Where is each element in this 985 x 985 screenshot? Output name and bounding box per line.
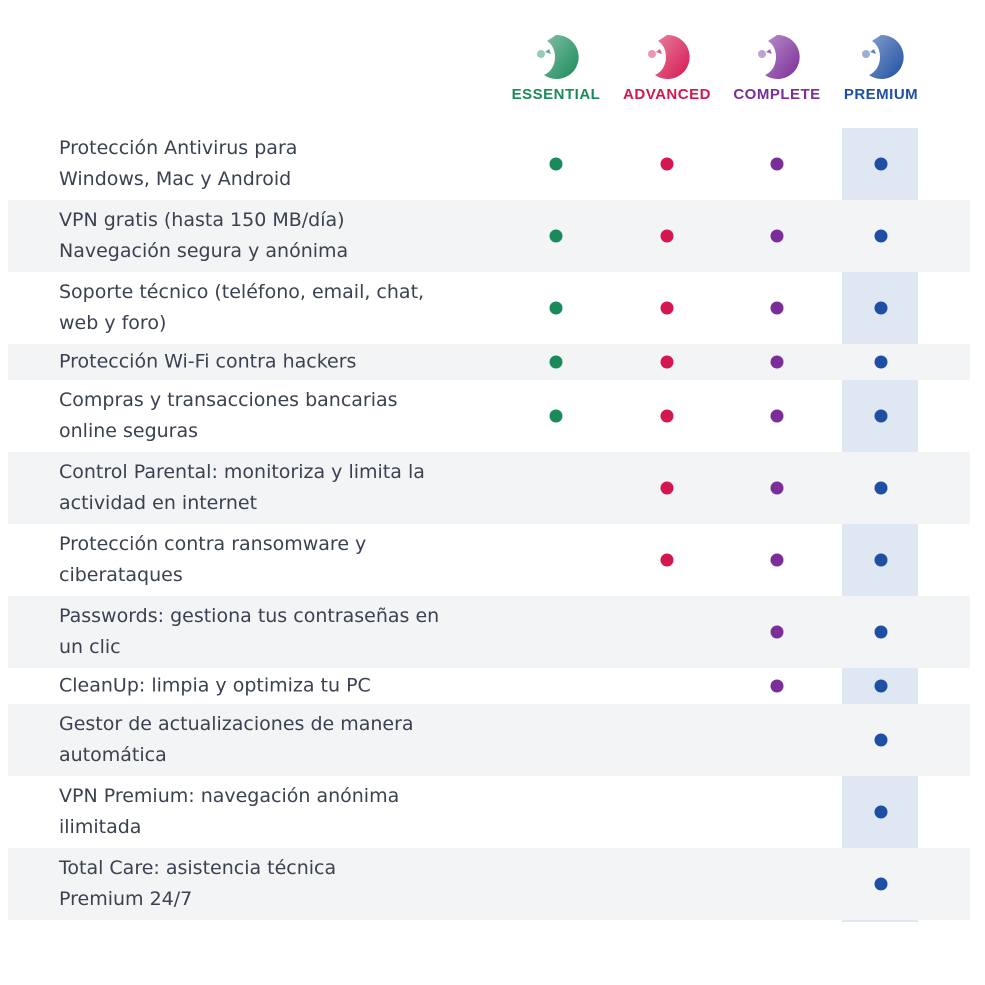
complete-included-dot — [770, 229, 784, 243]
plan-name: PREMIUM — [843, 86, 919, 103]
complete-included-dot — [770, 679, 784, 693]
feature-row: Protección contra ransomware y ciberataqu… — [8, 524, 970, 596]
feature-label-line: Total Care: asistencia técnica — [59, 857, 337, 879]
complete-logo-icon — [752, 32, 802, 82]
feature-label-line: Control Parental: monitoriza y limita la — [59, 461, 425, 483]
premium-included-dot — [874, 481, 888, 495]
premium-included-dot — [874, 409, 888, 423]
feature-row: Passwords: gestiona tus contraseñas en un… — [8, 596, 970, 668]
plan-complete: COMPLETE — [717, 28, 837, 103]
feature-label: VPN gratis (hasta 150 MB/día) Navegación … — [59, 205, 459, 267]
feature-label-line: online seguras — [59, 420, 199, 442]
feature-row: Gestor de actualizaciones de manera autom… — [8, 704, 970, 776]
essential-logo-icon — [531, 32, 581, 82]
feature-label-line: Protección Wi-Fi contra hackers — [59, 350, 357, 373]
complete-included-dot — [770, 157, 784, 171]
feature-label-line: VPN Premium: navegación anónima — [59, 785, 400, 807]
feature-comparison-table: Protección Antivirus para Windows, Mac y … — [8, 128, 970, 920]
feature-label-line: Protección Antivirus para — [59, 137, 298, 159]
feature-label-line: Navegación segura y anónima — [59, 240, 349, 262]
feature-label-line: Compras y transacciones bancarias — [59, 389, 398, 411]
feature-row: VPN gratis (hasta 150 MB/día) Navegación … — [8, 200, 970, 272]
feature-label-line: Windows, Mac y Android — [59, 168, 292, 190]
feature-row: Protección Antivirus para Windows, Mac y … — [8, 128, 970, 200]
feature-label-line: un clic — [59, 636, 121, 658]
essential-included-dot — [549, 229, 563, 243]
plan-advanced: ADVANCED — [607, 28, 727, 103]
feature-label-line: actividad en internet — [59, 492, 258, 514]
advanced-logo-icon — [642, 32, 692, 82]
premium-included-dot — [874, 157, 888, 171]
complete-included-dot — [770, 355, 784, 369]
premium-logo-icon — [856, 32, 906, 82]
essential-included-dot — [549, 157, 563, 171]
feature-label-line: ilimitada — [59, 816, 142, 838]
feature-label: Protección Wi-Fi contra hackers — [59, 347, 459, 378]
feature-label: CleanUp: limpia y optimiza tu PC — [59, 671, 459, 702]
premium-included-dot — [874, 355, 888, 369]
advanced-included-dot — [660, 409, 674, 423]
feature-label: Soporte técnico (teléfono, email, chat, w… — [59, 277, 459, 339]
plan-name: ESSENTIAL — [511, 86, 601, 103]
feature-label: Compras y transacciones bancarias online … — [59, 385, 459, 447]
advanced-included-dot — [660, 229, 674, 243]
premium-included-dot — [874, 553, 888, 567]
feature-label: Passwords: gestiona tus contraseñas en un… — [59, 601, 459, 663]
feature-label-line: CleanUp: limpia y optimiza tu PC — [59, 674, 371, 697]
complete-included-dot — [770, 553, 784, 567]
feature-label-line: Premium 24/7 — [59, 888, 193, 910]
feature-label: VPN Premium: navegación anónima ilimitada — [59, 781, 459, 843]
feature-label-line: Protección contra ransomware y — [59, 533, 367, 555]
feature-row: Compras y transacciones bancarias online … — [8, 380, 970, 452]
complete-included-dot — [770, 481, 784, 495]
feature-label: Gestor de actualizaciones de manera autom… — [59, 709, 459, 771]
feature-label: Protección Antivirus para Windows, Mac y … — [59, 133, 459, 195]
feature-label-line: web y foro) — [59, 312, 167, 334]
premium-included-dot — [874, 301, 888, 315]
premium-included-dot — [874, 229, 888, 243]
feature-label: Total Care: asistencia técnica Premium 24… — [59, 853, 459, 915]
feature-row: Control Parental: monitoriza y limita la… — [8, 452, 970, 524]
feature-label-line: automática — [59, 744, 167, 766]
essential-included-dot — [549, 355, 563, 369]
feature-label-line: Passwords: gestiona tus contraseñas en — [59, 605, 440, 627]
plan-header: ESSENTIAL ADVANCED COMPLETE PREMIUM — [0, 28, 985, 112]
feature-row: Protección Wi-Fi contra hackers — [8, 344, 970, 380]
plan-name: COMPLETE — [733, 86, 821, 103]
advanced-included-dot — [660, 301, 674, 315]
plan-essential: ESSENTIAL — [496, 28, 616, 103]
essential-included-dot — [549, 409, 563, 423]
feature-row: Total Care: asistencia técnica Premium 24… — [8, 848, 970, 920]
essential-included-dot — [549, 301, 563, 315]
advanced-included-dot — [660, 481, 674, 495]
feature-label-line: Gestor de actualizaciones de manera — [59, 713, 414, 735]
advanced-included-dot — [660, 553, 674, 567]
feature-row: CleanUp: limpia y optimiza tu PC — [8, 668, 970, 704]
complete-included-dot — [770, 625, 784, 639]
plan-name: ADVANCED — [623, 86, 711, 103]
feature-label-line: ciberataques — [59, 564, 183, 586]
premium-included-dot — [874, 877, 888, 891]
premium-included-dot — [874, 625, 888, 639]
feature-label-line: Soporte técnico (teléfono, email, chat, — [59, 281, 425, 303]
advanced-included-dot — [660, 157, 674, 171]
feature-row: Soporte técnico (teléfono, email, chat, w… — [8, 272, 970, 344]
feature-label: Protección contra ransomware y ciberataqu… — [59, 529, 459, 591]
feature-label: Control Parental: monitoriza y limita la… — [59, 457, 459, 519]
feature-row: VPN Premium: navegación anónima ilimitada — [8, 776, 970, 848]
premium-included-dot — [874, 679, 888, 693]
premium-included-dot — [874, 805, 888, 819]
premium-included-dot — [874, 733, 888, 747]
plan-premium: PREMIUM — [821, 28, 941, 103]
complete-included-dot — [770, 409, 784, 423]
complete-included-dot — [770, 301, 784, 315]
feature-label-line: VPN gratis (hasta 150 MB/día) — [59, 209, 345, 231]
advanced-included-dot — [660, 355, 674, 369]
